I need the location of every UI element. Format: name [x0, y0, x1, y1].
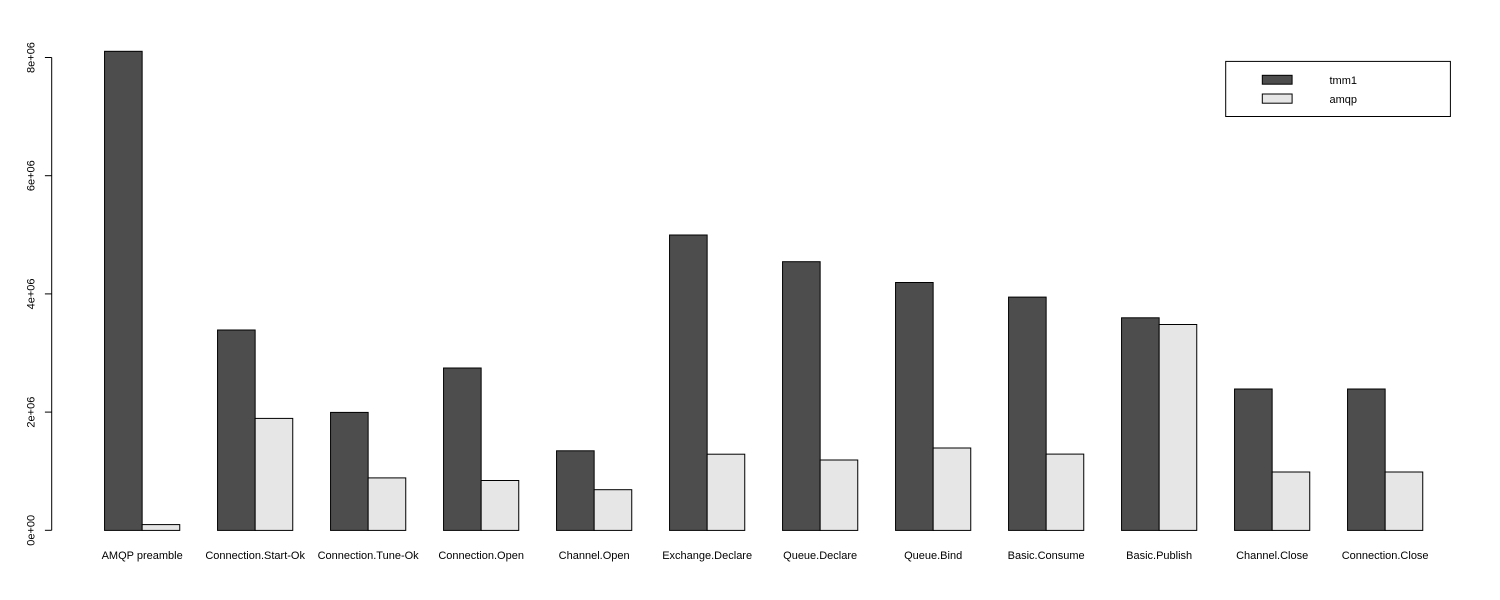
svg-text:Connection.Open: Connection.Open	[438, 550, 524, 562]
svg-text:2e+06: 2e+06	[26, 397, 38, 428]
svg-text:Queue.Declare: Queue.Declare	[783, 550, 857, 562]
svg-text:8e+06: 8e+06	[26, 42, 38, 73]
svg-text:Channel.Close: Channel.Close	[1236, 550, 1308, 562]
svg-text:Connection.Start-Ok: Connection.Start-Ok	[205, 550, 305, 562]
svg-text:amqp: amqp	[1330, 94, 1358, 106]
svg-text:6e+06: 6e+06	[26, 160, 38, 191]
svg-text:Queue.Bind: Queue.Bind	[904, 550, 962, 562]
svg-text:Connection.Close: Connection.Close	[1342, 550, 1429, 562]
svg-text:Basic.Publish: Basic.Publish	[1126, 550, 1192, 562]
svg-text:AMQP preamble: AMQP preamble	[102, 550, 183, 562]
svg-text:Connection.Tune-Ok: Connection.Tune-Ok	[318, 550, 420, 562]
svg-text:tmm1: tmm1	[1330, 75, 1358, 87]
svg-text:4e+06: 4e+06	[26, 278, 38, 309]
svg-text:0e+00: 0e+00	[26, 515, 38, 546]
svg-text:Channel.Open: Channel.Open	[559, 550, 630, 562]
svg-text:Basic.Consume: Basic.Consume	[1008, 550, 1085, 562]
svg-text:Exchange.Declare: Exchange.Declare	[662, 550, 752, 562]
